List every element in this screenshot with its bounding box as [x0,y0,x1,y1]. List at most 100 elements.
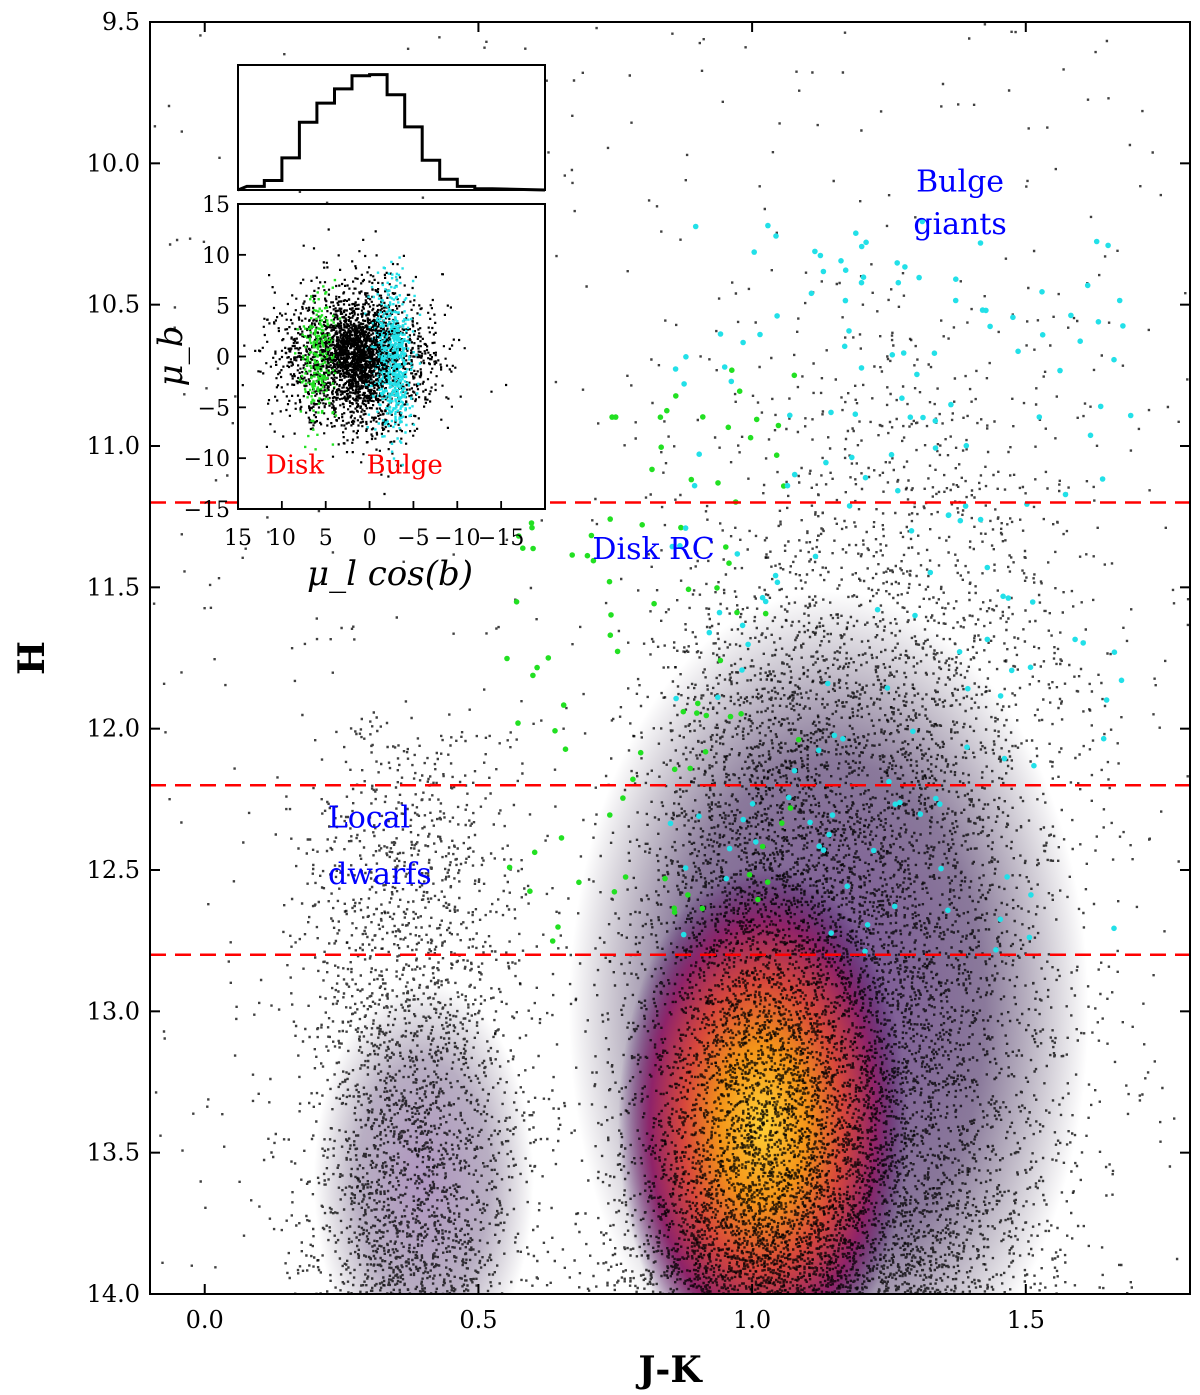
selected-star [779,820,785,826]
y-tick-label: 11.0 [87,432,140,460]
inset-group-label: Bulge [367,450,443,480]
selected-star [1004,874,1010,880]
selected-star [584,552,591,559]
selected-star [937,801,943,807]
selected-star [862,948,868,955]
selected-star [831,732,838,739]
selected-star [1080,640,1086,646]
selected-star [858,279,865,286]
selected-star [825,680,831,687]
selected-star [1097,403,1104,410]
selected-star [917,811,924,817]
selected-star [692,223,699,230]
selected-star [672,366,679,372]
selected-star [852,411,859,418]
selected-star [608,612,614,618]
selected-star [784,482,791,489]
selected-star [846,503,853,509]
selected-star [907,414,914,421]
selected-star [933,795,939,802]
inset-x-tick-label: 15 [224,526,252,551]
selected-star [506,864,513,871]
selected-star [630,776,636,783]
selected-star [736,388,743,395]
annotation-label: Disk RC [592,532,714,567]
selected-star [927,569,934,576]
selected-star [527,888,533,894]
selected-star [552,728,558,734]
selected-star [860,274,867,281]
selected-star [723,875,730,882]
x-tick-label: 1.0 [733,1306,771,1334]
inset-histogram [237,64,546,192]
selected-star [895,279,902,286]
selected-star [795,736,802,743]
rc-density-peak [618,864,909,1294]
selected-star [528,520,535,526]
selected-star [817,252,824,259]
selected-star [1029,599,1036,605]
selected-star [739,622,746,629]
selected-star [757,331,763,338]
selected-star [716,609,723,616]
selected-star [677,543,683,549]
inset-core-points [307,289,424,456]
selected-star [681,381,687,387]
selected-star [908,528,915,534]
selected-star [888,451,895,458]
y-tick-label: 13.0 [87,997,140,1025]
inset-y-tick-label: −15 [184,498,230,523]
inset-points [241,228,508,496]
selected-star [1036,414,1043,420]
selected-star [727,713,734,720]
selected-star [606,578,613,585]
selected-star [765,222,771,229]
selected-star [651,600,657,607]
selected-star [753,416,760,423]
selected-star [745,641,751,648]
x-axis-label: J-K [635,1349,703,1391]
selected-star [948,401,954,408]
selected-star [614,648,621,655]
population-annotations: Bulge giants Disk RC Local dwarfs [328,165,1007,893]
annotation-label: dwarfs [328,857,432,892]
selected-star [530,672,536,679]
selected-star [823,459,829,466]
selected-star [791,372,798,379]
main-plot-frame [149,21,1191,1295]
y-axis-label: H [11,641,53,675]
selected-star [858,243,865,250]
selected-star [657,414,664,421]
selected-star [828,930,834,936]
selected-star [1095,319,1102,325]
inset-x-tick-label: 0 [363,526,377,551]
annotation-label: giants [913,207,1006,242]
selected-star [1127,412,1134,419]
selected-star [740,816,746,823]
selected-star [687,765,693,772]
selected-star [812,553,819,560]
selected-star [723,544,729,550]
selected-star [555,924,561,930]
selected-star [755,896,761,903]
inset-y-label: μ_b [151,326,191,387]
selected-star [1072,636,1078,643]
selected-star [864,922,871,928]
selected-star [685,892,691,898]
selected-star [891,903,898,910]
inset-x-tick-label: 5 [319,526,333,551]
selected-star [1118,677,1125,684]
selected-star [1093,238,1100,245]
selected-star [715,480,721,486]
selected-star [746,871,753,878]
selected-star [816,843,822,849]
selected-star [728,378,735,385]
selected-star [669,543,676,550]
selected-star [932,418,939,424]
selected-star [862,474,869,481]
selected-star [932,445,939,451]
selected-star [812,248,818,255]
selected-star [1039,289,1045,295]
selected-star [1077,338,1083,345]
